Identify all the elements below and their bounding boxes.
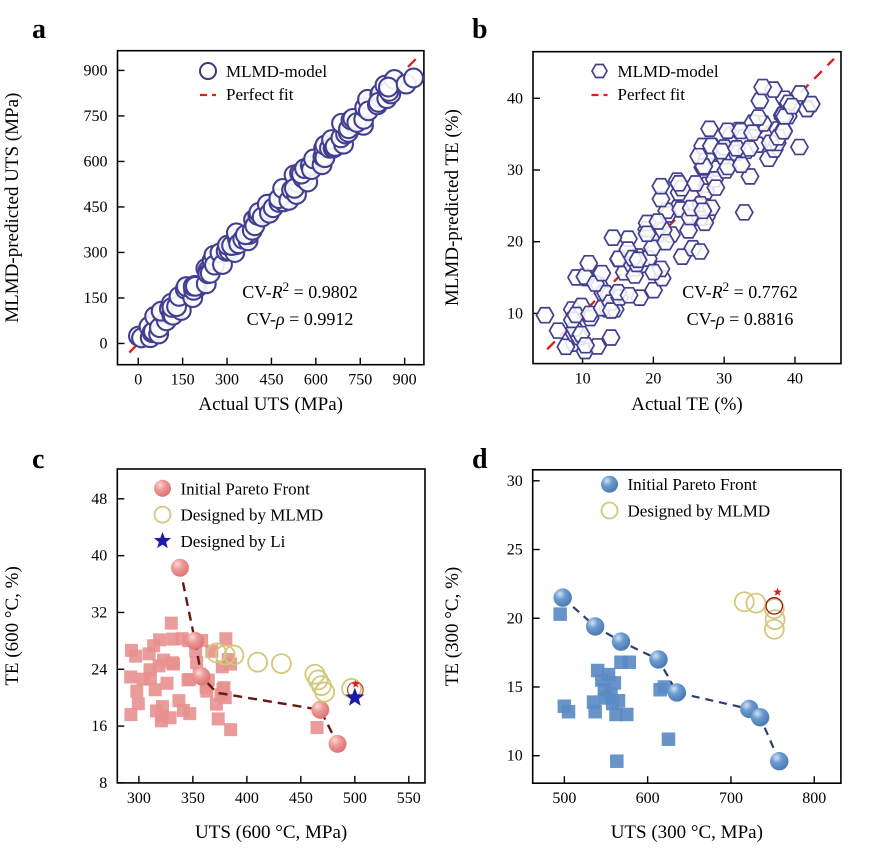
svg-text:8: 8 bbox=[99, 775, 107, 792]
svg-text:Initial Pareto Front: Initial Pareto Front bbox=[628, 475, 758, 494]
svg-text:CV-R2 = 0.7762: CV-R2 = 0.7762 bbox=[682, 279, 798, 303]
svg-text:600: 600 bbox=[636, 790, 660, 807]
svg-text:10: 10 bbox=[507, 305, 523, 322]
svg-text:UTS (600 °C, MPa): UTS (600 °C, MPa) bbox=[195, 822, 347, 843]
svg-text:TE (300 °C, %): TE (300 °C, %) bbox=[442, 567, 463, 686]
svg-text:450: 450 bbox=[259, 372, 283, 389]
svg-text:40: 40 bbox=[91, 548, 107, 565]
svg-text:UTS (300 °C, MPa): UTS (300 °C, MPa) bbox=[611, 822, 763, 843]
svg-text:MLMD-model: MLMD-model bbox=[618, 62, 719, 81]
svg-text:600: 600 bbox=[84, 153, 108, 170]
svg-text:450: 450 bbox=[84, 199, 108, 216]
svg-text:Designed by Li: Designed by Li bbox=[181, 532, 286, 551]
svg-text:30: 30 bbox=[507, 162, 523, 179]
svg-text:10: 10 bbox=[507, 748, 523, 765]
svg-text:Actual TE (%): Actual TE (%) bbox=[631, 394, 743, 415]
svg-text:900: 900 bbox=[393, 372, 417, 389]
svg-text:Perfect fit: Perfect fit bbox=[618, 85, 686, 104]
svg-text:300: 300 bbox=[215, 372, 239, 389]
svg-text:400: 400 bbox=[235, 790, 259, 807]
svg-text:15: 15 bbox=[507, 679, 523, 696]
svg-text:25: 25 bbox=[507, 542, 523, 559]
svg-text:10: 10 bbox=[575, 371, 591, 388]
svg-text:150: 150 bbox=[84, 290, 108, 307]
svg-text:MLMD-predicted TE (%): MLMD-predicted TE (%) bbox=[442, 109, 463, 306]
svg-text:Perfect fit: Perfect fit bbox=[226, 85, 294, 104]
svg-text:750: 750 bbox=[348, 372, 372, 389]
svg-text:24: 24 bbox=[91, 661, 107, 678]
svg-text:30: 30 bbox=[716, 371, 732, 388]
svg-text:Actual UTS (MPa): Actual UTS (MPa) bbox=[198, 394, 343, 415]
svg-text:0: 0 bbox=[134, 372, 142, 389]
svg-text:Initial Pareto Front: Initial Pareto Front bbox=[181, 479, 311, 498]
svg-text:700: 700 bbox=[719, 790, 743, 807]
svg-text:20: 20 bbox=[645, 371, 661, 388]
svg-text:500: 500 bbox=[343, 790, 367, 807]
svg-text:30: 30 bbox=[507, 473, 523, 490]
svg-text:150: 150 bbox=[171, 372, 195, 389]
svg-text:600: 600 bbox=[304, 372, 328, 389]
svg-text:CV-ρ = 0.8816: CV-ρ = 0.8816 bbox=[687, 309, 794, 329]
svg-text:Designed by MLMD: Designed by MLMD bbox=[628, 502, 771, 521]
svg-text:300: 300 bbox=[127, 790, 151, 807]
svg-text:CV-ρ = 0.9912: CV-ρ = 0.9912 bbox=[247, 309, 354, 329]
svg-text:40: 40 bbox=[787, 371, 803, 388]
svg-text:750: 750 bbox=[84, 108, 108, 125]
svg-text:0: 0 bbox=[100, 335, 108, 352]
svg-text:500: 500 bbox=[552, 790, 576, 807]
svg-text:16: 16 bbox=[91, 718, 107, 735]
svg-text:550: 550 bbox=[397, 790, 421, 807]
svg-text:900: 900 bbox=[84, 62, 108, 79]
svg-text:MLMD-predicted UTS (MPa): MLMD-predicted UTS (MPa) bbox=[2, 93, 23, 323]
svg-text:300: 300 bbox=[84, 244, 108, 261]
svg-text:450: 450 bbox=[289, 790, 313, 807]
svg-text:800: 800 bbox=[802, 790, 826, 807]
svg-text:40: 40 bbox=[507, 90, 523, 107]
svg-text:TE (600 °C, %): TE (600 °C, %) bbox=[2, 566, 23, 685]
svg-text:CV-R2 = 0.9802: CV-R2 = 0.9802 bbox=[242, 279, 358, 303]
svg-text:Designed by MLMD: Designed by MLMD bbox=[181, 506, 324, 525]
svg-text:MLMD-model: MLMD-model bbox=[226, 62, 327, 81]
svg-text:20: 20 bbox=[507, 610, 523, 627]
svg-text:32: 32 bbox=[91, 604, 107, 621]
svg-text:20: 20 bbox=[507, 234, 523, 251]
svg-text:350: 350 bbox=[181, 790, 205, 807]
svg-text:48: 48 bbox=[91, 491, 107, 508]
